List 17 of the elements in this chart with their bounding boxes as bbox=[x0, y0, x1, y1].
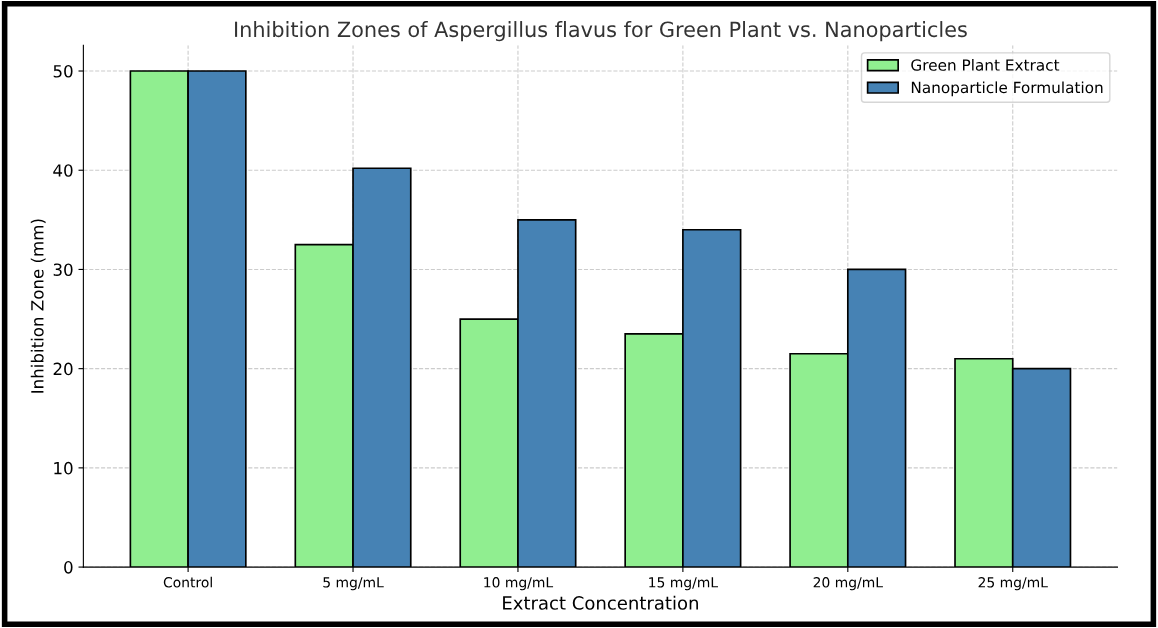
x-tick-label: 20 mg/mL bbox=[813, 577, 883, 591]
x-tick-label: 5 mg/mL bbox=[323, 577, 384, 591]
x-tick-label: 15 mg/mL bbox=[649, 577, 718, 591]
x-tick-label: 25 mg/mL bbox=[978, 577, 1048, 591]
y-tick-label: 20 bbox=[53, 362, 73, 376]
y-tick-label: 40 bbox=[53, 164, 73, 177]
legend-label: Green Plant Extract bbox=[911, 58, 1060, 71]
x-tick-label: 10 mg/mL bbox=[484, 577, 554, 591]
y-tick-label: 10 bbox=[54, 461, 73, 475]
y-tick-label: 50 bbox=[53, 64, 73, 78]
x-tick-label: Control bbox=[163, 576, 212, 588]
legend-label: Nanoparticle Formulation bbox=[911, 81, 1103, 97]
y-tick-label: 30 bbox=[53, 263, 73, 277]
x-axis-title: Extract Concentration bbox=[503, 595, 698, 610]
chart-title: Inhibition Zones of Aspergillus flavus for Green Plant vs. Nanoparticles bbox=[235, 21, 967, 42]
y-axis-title: Inhibition Zone (mm) bbox=[30, 219, 46, 393]
y-tick-label: 0 bbox=[64, 561, 73, 574]
